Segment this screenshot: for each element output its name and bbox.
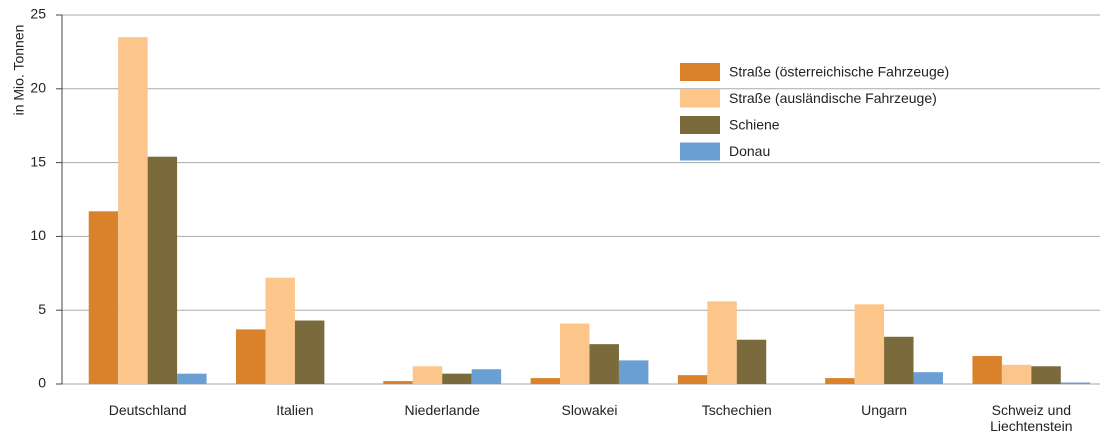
x-tick-label: Deutschland [108,402,187,418]
x-tick-label: Tschechien [701,402,772,418]
bar [1060,382,1091,384]
bar [147,156,178,384]
legend-label: Straße (ausländische Fahrzeuge) [729,90,937,106]
bar [118,37,148,384]
bar [825,378,855,384]
x-tick-label: Schweiz und Liechtenstein [990,402,1073,434]
legend-swatch [680,142,720,161]
bar [677,375,708,384]
bar [972,355,1002,384]
y-axis-label: in Mio. Tonnen [11,25,27,116]
bar [560,323,590,384]
legend-label: Straße (österreichische Fahrzeuge) [729,64,949,80]
legend-label: Donau [729,143,770,159]
bar [265,277,295,384]
x-tick-label: Ungarn [861,402,908,418]
x-tick-label: Niederlande [404,402,480,418]
bar [442,373,472,384]
bar [530,378,561,384]
y-tick-label: 5 [38,301,46,317]
bar [618,360,649,384]
bar [1031,366,1061,384]
bar [854,304,885,384]
bar [236,329,266,384]
legend-swatch [680,63,720,81]
bar [383,381,413,384]
legend-swatch [680,89,720,108]
bar [1001,364,1032,384]
y-tick-label: 20 [30,80,46,96]
bar [471,369,502,384]
bar [294,320,325,384]
y-tick-label: 15 [30,153,46,169]
legend-label: Schiene [729,117,780,133]
bar [177,373,207,384]
y-tick-label: 25 [30,6,46,22]
y-tick-label: 0 [38,375,46,391]
bar [707,301,737,384]
bar [412,366,443,384]
bar [736,339,767,384]
bar [913,372,943,384]
x-tick-label: Italien [276,402,314,418]
y-tick-label: 10 [30,227,46,243]
bar [589,344,619,384]
legend-swatch [680,116,720,134]
bar [88,211,119,384]
bar [884,336,914,384]
x-tick-label: Slowakei [561,402,618,418]
